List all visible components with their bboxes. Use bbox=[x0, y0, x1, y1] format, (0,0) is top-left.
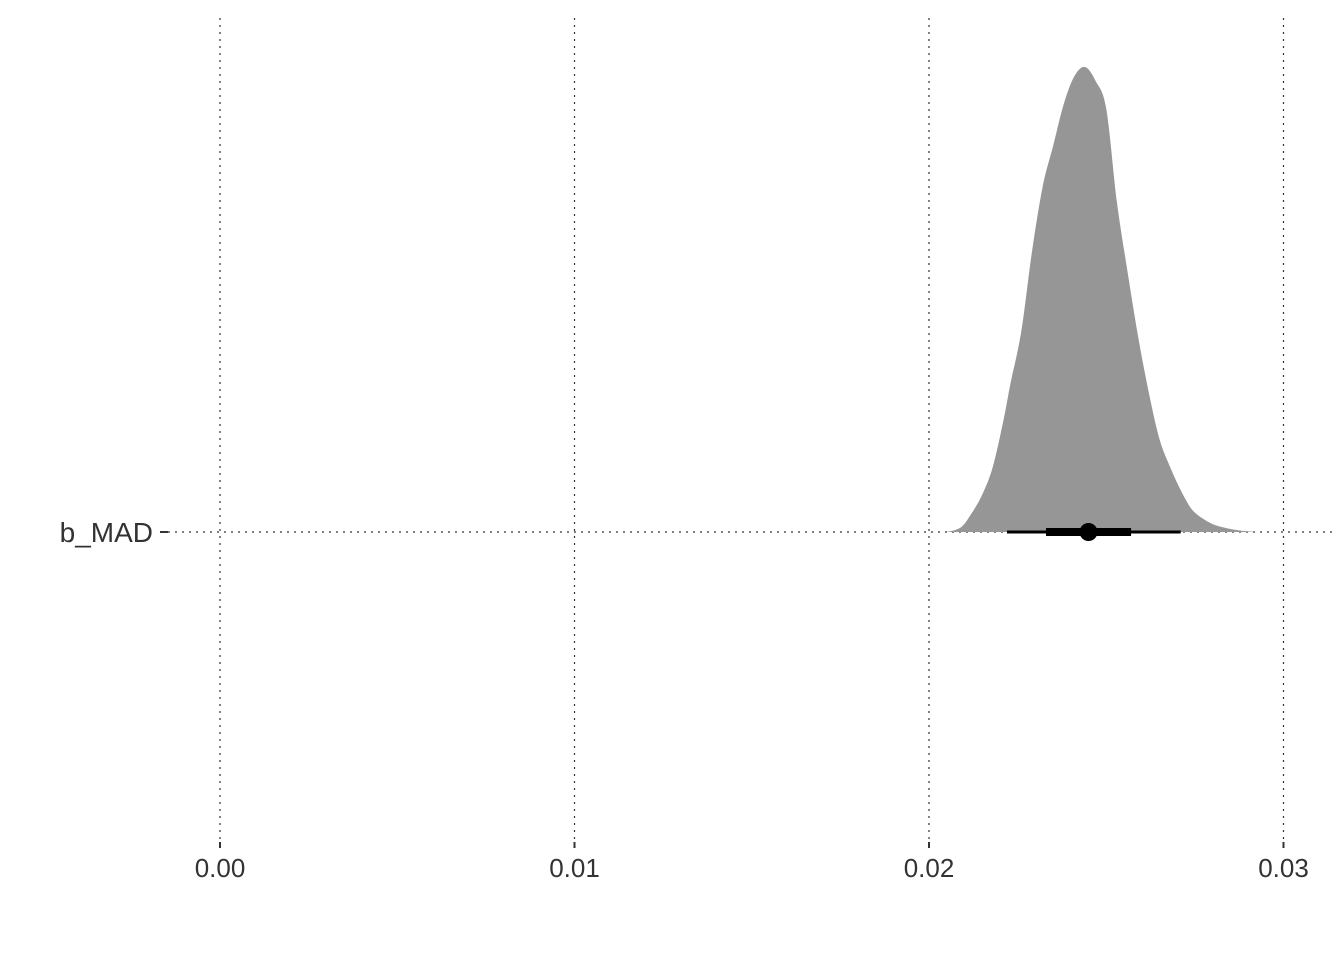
y-tick-label: b_MAD bbox=[60, 517, 153, 548]
density-layer bbox=[946, 66, 1259, 532]
interval-layer bbox=[1006, 523, 1181, 541]
x-axis: 0.00 0.01 0.02 0.03 bbox=[195, 842, 1309, 883]
y-axis: b_MAD bbox=[60, 517, 168, 548]
x-tick-label: 0.02 bbox=[904, 853, 955, 883]
grid-lines bbox=[168, 18, 1334, 848]
x-tick-label: 0.01 bbox=[549, 853, 600, 883]
density-area bbox=[946, 66, 1259, 532]
point-estimate bbox=[1079, 523, 1098, 541]
x-tick-label: 0.00 bbox=[195, 853, 246, 883]
x-tick-label: 0.03 bbox=[1258, 853, 1309, 883]
